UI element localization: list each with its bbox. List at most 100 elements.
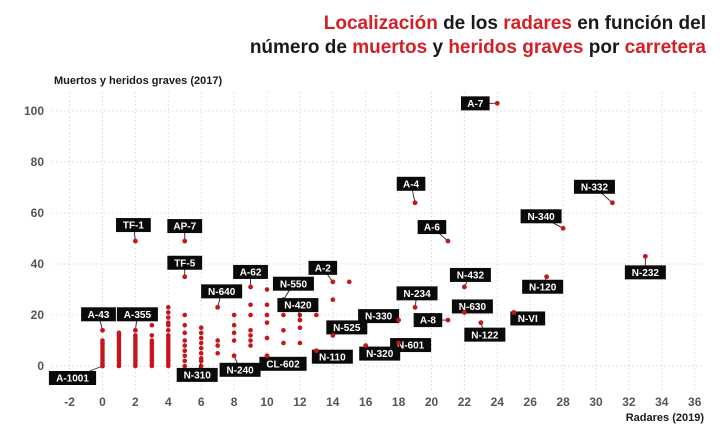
point-label: N-340 — [527, 212, 555, 223]
data-point — [198, 325, 204, 331]
data-point — [264, 312, 270, 318]
point-label: AP-7 — [173, 222, 196, 233]
data-point — [182, 330, 188, 336]
point-label-box — [201, 284, 243, 299]
point-label: N-234 — [403, 289, 431, 300]
point-label: N-550 — [280, 279, 308, 290]
data-point — [314, 312, 319, 318]
point-label: N-330 — [365, 312, 393, 323]
data-point — [215, 338, 220, 343]
point-label: N-240 — [226, 365, 254, 376]
data-point — [264, 335, 270, 341]
labeled-point-n-320: N-320 — [359, 343, 401, 361]
data-point — [330, 297, 336, 303]
data-point — [248, 338, 253, 343]
data-point — [133, 333, 138, 338]
point-label: N-232 — [632, 268, 660, 279]
labeled-point-n-330: N-330 — [358, 309, 401, 324]
y-tick-label: 60 — [31, 206, 45, 220]
labeled-point-n-432: N-432 — [449, 267, 491, 290]
labeled-point-tf-5: TF-5 — [167, 255, 203, 280]
data-point — [166, 315, 171, 320]
data-point — [462, 284, 467, 290]
point-label-box — [81, 307, 116, 322]
data-point — [494, 100, 500, 106]
data-point — [182, 353, 188, 359]
point-label-box — [233, 264, 268, 279]
point-label: N-310 — [184, 371, 212, 382]
labeled-point-n-340: N-340 — [520, 209, 566, 231]
data-point — [198, 345, 204, 351]
data-point — [133, 238, 138, 244]
point-label: N-332 — [581, 182, 609, 193]
point-label-box — [311, 349, 353, 364]
title-line-2-segment-5: carretera — [624, 37, 706, 58]
point-label: TF-5 — [174, 258, 196, 269]
data-point — [116, 330, 122, 336]
data-point — [330, 333, 336, 338]
labeled-point-a-43: A-43 — [81, 307, 116, 333]
data-point — [297, 317, 303, 323]
data-point — [560, 225, 566, 231]
point-label-box — [219, 362, 261, 377]
x-tick-label: 36 — [688, 395, 702, 409]
point-label-box — [461, 96, 490, 111]
x-tick-label: 22 — [458, 395, 472, 409]
x-tick-label: 32 — [622, 395, 636, 409]
labeled-point-n-vi: N-VI — [510, 310, 546, 326]
y-axis-title: Muertos y heridos graves (2017) — [54, 75, 222, 87]
data-point — [100, 338, 105, 343]
data-point — [248, 302, 253, 308]
point-label: A-355 — [124, 310, 152, 321]
data-point — [133, 327, 138, 333]
point-label-box — [573, 179, 615, 194]
data-point — [445, 317, 451, 323]
labeled-point-n-525: N-525 — [326, 320, 368, 338]
data-point — [264, 287, 270, 292]
x-tick-label: 14 — [326, 395, 340, 409]
title-line-2-segment-0: número de — [249, 37, 353, 58]
data-point — [297, 325, 303, 331]
data-point — [198, 358, 204, 364]
data-point — [231, 330, 237, 336]
point-label: A-7 — [467, 99, 484, 110]
point-label-box — [624, 265, 666, 280]
data-point — [166, 328, 171, 333]
title-line-2-segment-1: muertos — [352, 37, 428, 58]
x-tick-label: 20 — [425, 395, 439, 409]
x-tick-label: 4 — [165, 395, 172, 409]
point-label: N-120 — [529, 282, 557, 293]
y-tick-label: 0 — [37, 359, 44, 373]
data-point — [182, 238, 188, 244]
x-tick-label: 12 — [293, 395, 307, 409]
labeled-point-n-240: N-240 — [219, 353, 261, 377]
data-point — [281, 340, 286, 346]
data-point — [396, 317, 401, 323]
data-point — [248, 312, 253, 318]
data-point — [182, 338, 188, 343]
labeled-point-cl-602: CL-602 — [259, 353, 307, 371]
labeled-point-n-110: N-110 — [311, 348, 353, 364]
data-point — [198, 350, 204, 356]
data-point — [149, 322, 155, 328]
point-label-box — [522, 279, 564, 294]
labeled-point-n-234: N-234 — [396, 286, 438, 310]
labeled-point-a-8: A-8 — [413, 313, 451, 328]
point-label-box — [167, 255, 203, 270]
point-label-box — [413, 313, 443, 328]
title-line-1-segment-3: en función del — [571, 13, 706, 34]
x-tick-label: 2 — [132, 395, 139, 409]
data-point — [166, 320, 171, 325]
chart-title-line-2: número de muertos y heridos graves por c… — [186, 36, 706, 60]
point-label: N-420 — [284, 301, 312, 312]
labeled-point-tf-1: TF-1 — [116, 218, 151, 244]
title-line-1-segment-1: de los — [437, 13, 504, 34]
labeled-point-n-332: N-332 — [573, 179, 615, 206]
y-tick-label: 20 — [31, 308, 45, 322]
point-label-box — [176, 367, 218, 382]
point-label: N-320 — [366, 349, 394, 360]
x-axis-title: Radares (2019) — [626, 412, 705, 424]
data-point — [412, 200, 418, 206]
unlabeled-points — [100, 279, 352, 369]
